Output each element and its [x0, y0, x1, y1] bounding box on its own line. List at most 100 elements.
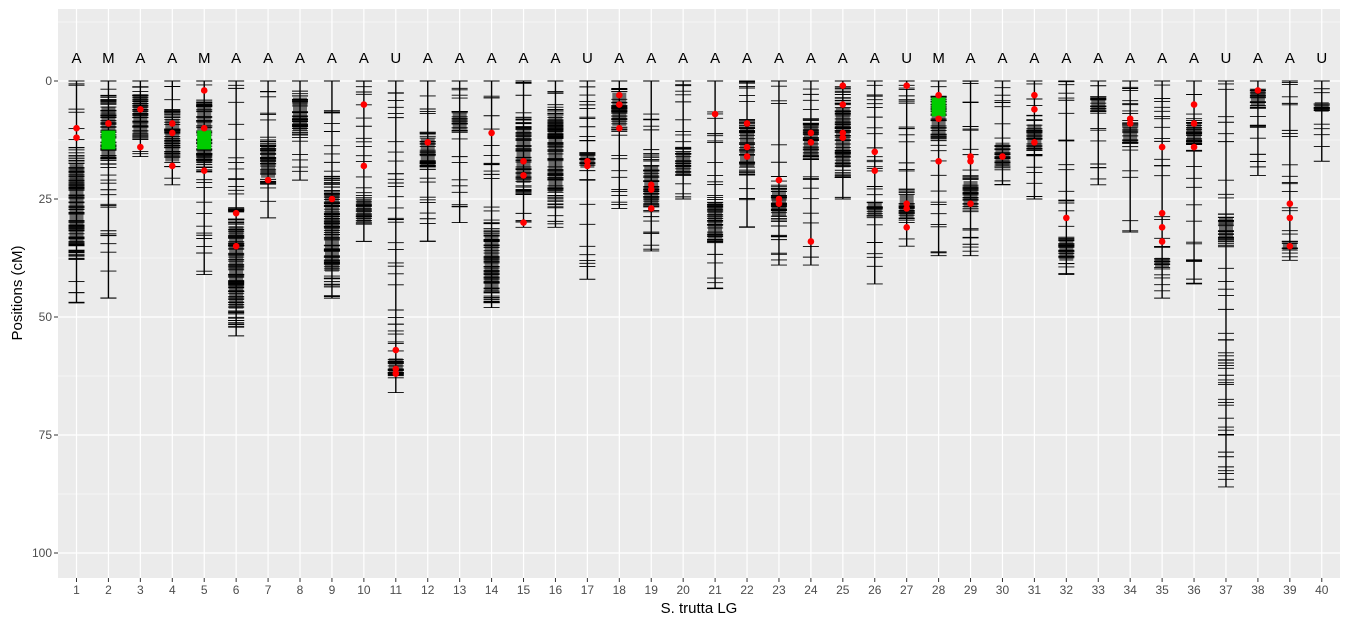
dense-marker-block	[133, 94, 148, 134]
linkage-group-26	[866, 80, 883, 285]
dense-marker-block	[1027, 124, 1042, 151]
linkage-group-29	[962, 80, 979, 257]
linkage-group-3	[132, 80, 149, 157]
red-point	[1031, 91, 1038, 99]
red-point	[935, 115, 942, 123]
red-point	[839, 134, 847, 141]
dense-marker-block	[69, 164, 84, 244]
x-tick-label: 18	[613, 583, 627, 597]
red-point	[616, 101, 623, 108]
red-point	[903, 82, 910, 90]
linkage-group-33	[1090, 80, 1107, 186]
x-tick-label: 40	[1315, 583, 1329, 597]
x-tick-label: 2	[105, 583, 112, 597]
linkage-group-6	[228, 80, 245, 337]
lg-class-label: U	[1221, 50, 1232, 67]
lg-class-label: A	[678, 50, 688, 67]
red-point	[520, 172, 527, 179]
x-tick-label: 28	[932, 583, 946, 597]
linkage-group-28	[930, 80, 947, 257]
red-point	[1286, 242, 1294, 250]
red-point	[73, 124, 80, 132]
red-point	[264, 176, 272, 184]
linkage-group-9	[323, 80, 340, 299]
x-tick-label: 1	[73, 583, 80, 597]
red-point	[967, 157, 974, 165]
red-point	[967, 153, 974, 160]
dense-marker-block	[229, 226, 244, 309]
red-point	[839, 129, 847, 137]
x-tick-label: 17	[581, 583, 595, 597]
red-point	[647, 186, 655, 193]
x-tick-label: 37	[1219, 583, 1233, 597]
lg-class-label: A	[966, 50, 976, 67]
dense-marker-block	[1155, 257, 1170, 268]
green-region	[101, 130, 116, 150]
red-point	[424, 139, 432, 146]
x-tick-label: 20	[676, 583, 690, 597]
x-tick-label: 7	[265, 583, 272, 597]
x-tick-label: 9	[329, 583, 336, 597]
red-point	[1063, 214, 1070, 222]
lg-class-label: A	[359, 50, 369, 67]
dense-marker-block	[548, 116, 563, 193]
red-point	[1254, 87, 1262, 94]
dense-marker-block	[484, 234, 499, 291]
linkage-group-2	[100, 80, 117, 299]
lg-class-label: A	[423, 50, 433, 67]
linkage-group-18	[611, 80, 628, 209]
lg-class-label: A	[1189, 50, 1199, 67]
lg-class-label: A	[487, 50, 497, 67]
x-tick-label: 38	[1251, 583, 1265, 597]
x-tick-label: 34	[1124, 583, 1138, 597]
red-point	[743, 120, 751, 127]
red-point	[1158, 209, 1166, 217]
lg-class-label: A	[455, 50, 465, 67]
red-point	[711, 110, 719, 118]
linkage-group-5	[196, 80, 213, 275]
lg-class-label: U	[582, 50, 593, 67]
x-tick-label: 22	[740, 583, 754, 597]
red-point	[105, 120, 112, 127]
x-tick-label: 8	[297, 583, 304, 597]
lg-class-label: A	[838, 50, 848, 67]
y-tick-label: 25	[39, 192, 53, 206]
y-tick-label: 75	[39, 428, 53, 442]
lg-class-label: A	[1157, 50, 1167, 67]
dense-marker-block	[1314, 102, 1329, 112]
x-tick-label: 21	[708, 583, 722, 597]
red-point	[360, 162, 368, 170]
dense-marker-block	[1250, 89, 1265, 106]
lg-class-label: U	[1316, 50, 1327, 67]
lg-class-label: A	[519, 50, 529, 67]
x-tick-label: 33	[1092, 583, 1106, 597]
lg-class-label: A	[263, 50, 273, 67]
lg-class-label: M	[932, 50, 945, 67]
linkage-group-13	[451, 80, 468, 224]
x-tick-label: 27	[900, 583, 914, 597]
y-tick-label: 0	[45, 74, 52, 88]
dense-marker-block	[452, 112, 467, 130]
red-point	[200, 167, 208, 174]
red-point	[1190, 101, 1198, 108]
lg-class-label: A	[1253, 50, 1263, 67]
red-point	[1190, 143, 1198, 151]
linkage-group-1	[68, 80, 85, 304]
linkage-group-40	[1313, 80, 1330, 162]
linkage-group-8	[292, 80, 309, 181]
red-point	[1126, 120, 1134, 127]
lg-class-label: A	[550, 50, 560, 67]
red-point	[392, 370, 400, 377]
lg-class-label: A	[806, 50, 816, 67]
linkage-group-19	[643, 80, 660, 252]
red-point	[807, 238, 815, 245]
plot-panel	[58, 9, 1340, 578]
x-tick-label: 26	[868, 583, 882, 597]
red-point	[1190, 120, 1198, 127]
red-point	[775, 195, 783, 203]
linkage-group-12	[419, 80, 436, 242]
red-point	[520, 157, 527, 165]
dense-marker-block	[867, 201, 882, 216]
